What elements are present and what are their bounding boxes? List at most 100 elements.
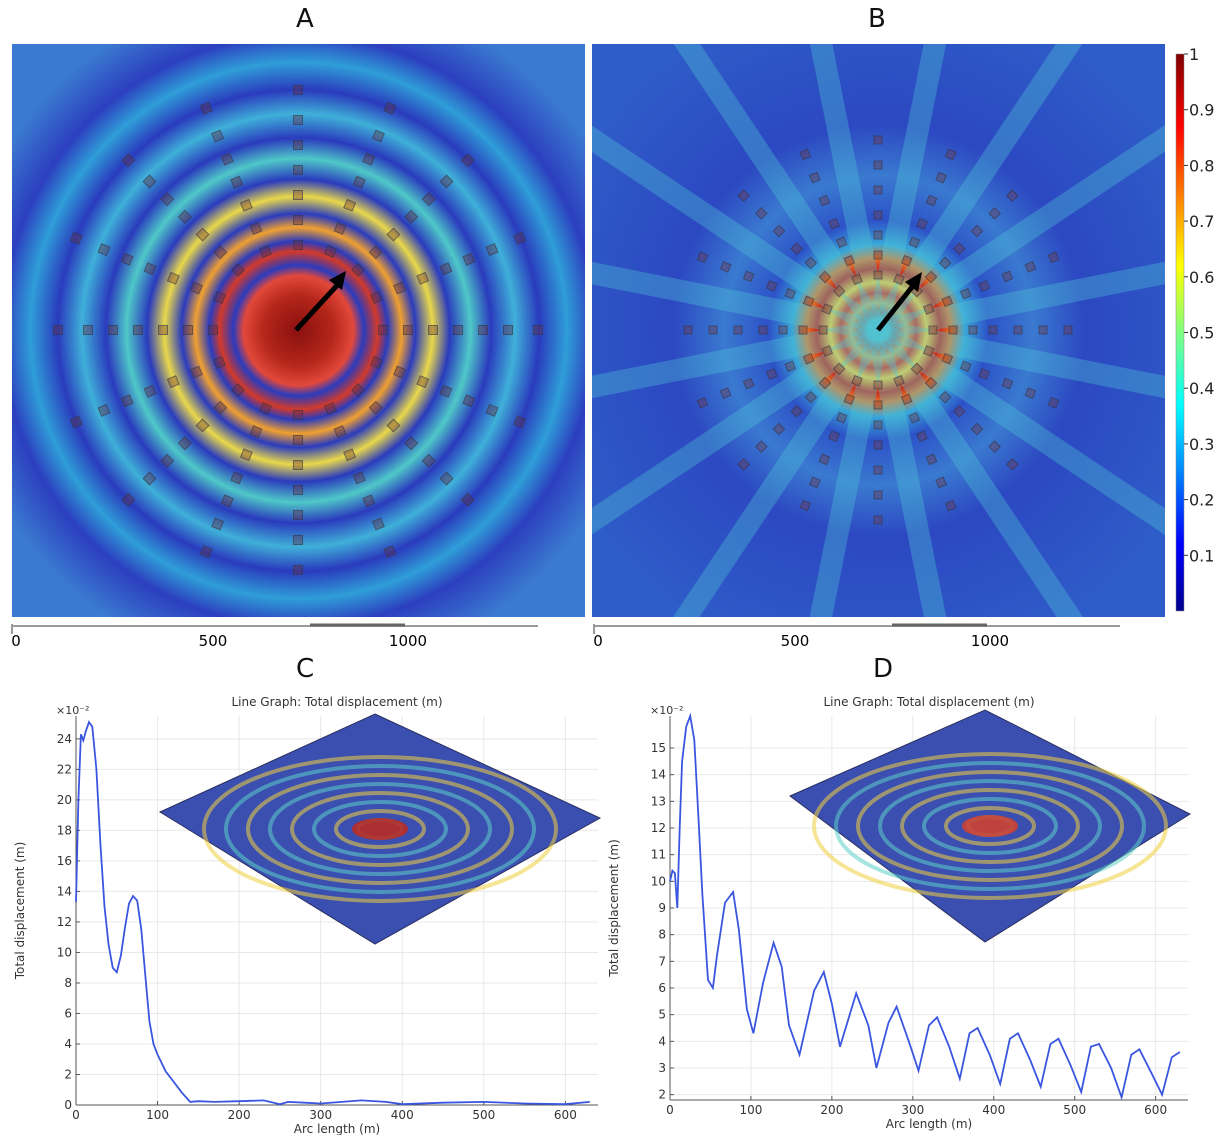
- resonator-cell: [696, 396, 709, 409]
- resonator-cell: [195, 418, 210, 433]
- y-tick-label: 20: [57, 793, 72, 807]
- resonator-cell: [944, 499, 957, 512]
- resonator-cell: [1005, 189, 1019, 203]
- resonator-cell: [121, 153, 136, 168]
- resonator-cell: [460, 153, 475, 168]
- heatmap-a-arrowhead: [329, 271, 346, 290]
- heatmap-b-rays: [592, 44, 1165, 617]
- resonator-cell: [873, 185, 883, 195]
- colorbar-tick-label: 0.3: [1189, 435, 1214, 454]
- resonator-cell: [293, 410, 303, 420]
- x-tick-label: 100: [739, 1103, 762, 1117]
- resonator-cell: [293, 85, 303, 95]
- x-axis-label: Arc length (m): [294, 1122, 380, 1135]
- resonator-cell: [369, 290, 384, 305]
- resonator-cell: [533, 325, 543, 335]
- resonator-cell: [333, 425, 347, 439]
- resonator-cell: [199, 101, 213, 115]
- resonator-cell: [733, 325, 743, 335]
- colorbar-tick-label: 0.7: [1189, 212, 1214, 231]
- resonator-cell: [362, 152, 376, 166]
- resonator-cell: [742, 377, 755, 390]
- y-tick-label: 0: [64, 1098, 72, 1112]
- resonator-cell: [952, 242, 966, 256]
- panel-label-b: B: [868, 4, 886, 34]
- scalebar-a-tick-0: 0: [11, 632, 21, 650]
- resonator-cell: [941, 295, 954, 308]
- y-tick-label: 14: [651, 768, 666, 782]
- resonator-cell: [323, 244, 338, 259]
- resonator-cell: [1047, 251, 1060, 264]
- resonator-cell: [120, 252, 134, 266]
- resonator-cell: [453, 325, 463, 335]
- resonator-cell: [1063, 325, 1073, 335]
- resonator-cell: [910, 362, 924, 376]
- resonator-cell: [818, 270, 832, 284]
- colorbar: 1 0.9 0.8 0.7 0.6 0.5 0.4 0.3 0.2 0.1: [1170, 44, 1220, 624]
- radiation-ray: [875, 319, 1165, 399]
- resonator-cell: [258, 401, 273, 416]
- resonator-cell: [352, 175, 366, 189]
- y-axis-label: Total displacement (m): [607, 839, 621, 978]
- resonator-cell: [428, 325, 438, 335]
- resonator-cell: [808, 476, 821, 489]
- resonator-cell: [369, 355, 384, 370]
- y-axis-label: Total displacement (m): [13, 842, 27, 981]
- resonator-cell: [293, 165, 303, 175]
- scalebar-b-tick-1000: 1000: [971, 632, 1009, 650]
- x-tick-label: 600: [554, 1108, 577, 1122]
- resonator-cell: [293, 510, 303, 520]
- x-tick-label: 200: [820, 1103, 843, 1117]
- y-tick-label: 13: [651, 794, 666, 808]
- resonator-cell: [393, 365, 407, 379]
- resonator-cell: [941, 352, 954, 365]
- resonator-cell: [799, 148, 812, 161]
- x-tick-label: 0: [666, 1103, 674, 1117]
- resonator-cell: [978, 368, 991, 380]
- resonator-cell: [121, 492, 136, 507]
- resonator-cell: [754, 440, 768, 454]
- scalebar-b-tick-0: 0: [593, 632, 603, 650]
- resonator-cell: [362, 494, 376, 508]
- resonator-cell: [195, 227, 210, 242]
- resonator-cell: [258, 244, 273, 259]
- resonator-cell: [249, 425, 263, 439]
- resonator-cell: [808, 171, 821, 184]
- resonator-cell: [1024, 387, 1037, 400]
- scalebar-a-tick-500: 500: [199, 632, 228, 650]
- radiation-ray: [592, 320, 885, 535]
- colorbar-tick-label: 0.2: [1189, 491, 1214, 510]
- resonator-cell: [439, 384, 453, 398]
- resonator-cell: [873, 160, 883, 170]
- resonator-cell: [160, 453, 175, 468]
- resonator-cell: [212, 290, 227, 305]
- resonator-cell: [1024, 260, 1037, 273]
- x-tick-label: 100: [146, 1108, 169, 1122]
- resonator-cell: [818, 194, 831, 207]
- resonator-cell: [513, 415, 527, 429]
- series-line: [669, 712, 1181, 1101]
- resonator-cell: [835, 411, 848, 424]
- y-tick-label: 10: [57, 945, 72, 959]
- colorbar-tick-label: 0.8: [1189, 156, 1214, 175]
- resonator-cell: [843, 254, 856, 267]
- resonator-cell: [166, 271, 180, 285]
- y-tick-label: 7: [658, 954, 666, 968]
- resonator-cell: [1001, 377, 1014, 390]
- resonator-cell: [403, 325, 413, 335]
- resonator-cell: [804, 256, 818, 270]
- resonator-cell: [843, 393, 856, 406]
- resonator-cell: [239, 448, 253, 462]
- resonator-cell: [386, 418, 401, 433]
- resonator-cell: [1013, 325, 1023, 335]
- resonator-cell: [784, 360, 797, 373]
- x-tick-label: 0: [72, 1108, 80, 1122]
- heatmap-a: [12, 44, 585, 617]
- radiation-ray: [868, 323, 1083, 617]
- resonator-cell: [935, 171, 948, 184]
- resonator-cell: [371, 129, 385, 143]
- resonator-cell: [323, 401, 338, 416]
- resonator-cell: [784, 287, 797, 300]
- resonator-cell: [143, 384, 157, 398]
- resonator-cell: [802, 295, 815, 308]
